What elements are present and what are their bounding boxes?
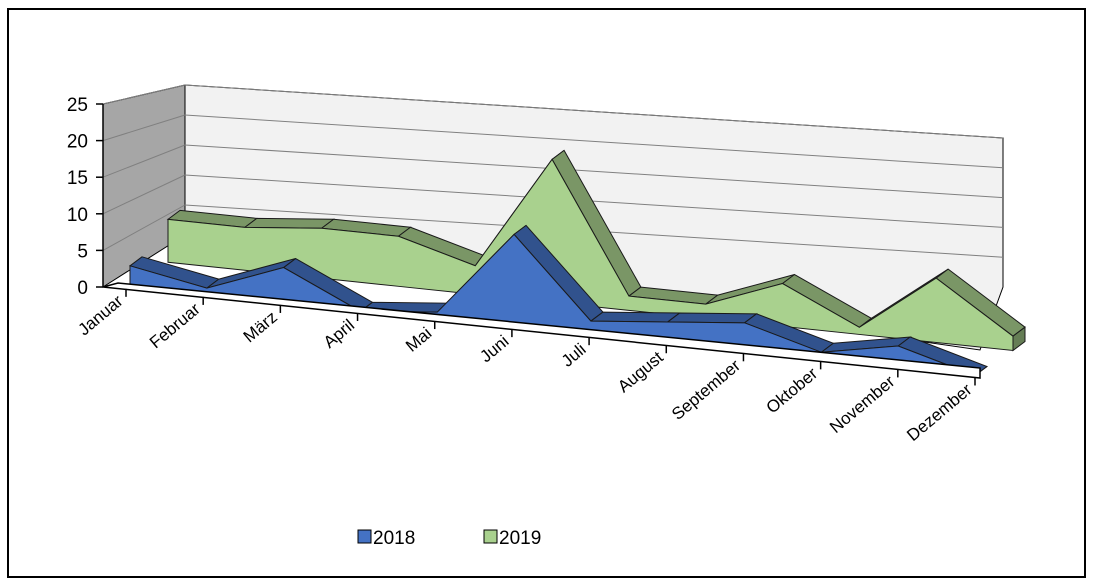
series-2019-ribbon-segment: [243, 217, 336, 229]
y-tick-label: 10: [67, 205, 88, 226]
gridline: [184, 144, 1004, 199]
gridline: [184, 84, 1004, 139]
legend-label-2019: 2019: [499, 528, 541, 549]
gridline: [184, 174, 1004, 228]
x-tick-label: Dezember: [903, 380, 976, 445]
series-2018-ribbon-segment: [666, 312, 759, 324]
x-tick-label: Oktober: [763, 364, 822, 418]
y-tick-label: 0: [77, 278, 88, 299]
x-tick-label: August: [614, 348, 667, 397]
floor-edge: [102, 282, 981, 379]
x-tick-label: April: [320, 316, 358, 352]
axes: [102, 104, 981, 379]
x-tick-label: Juni: [476, 332, 512, 367]
y-tick-label: 15: [67, 168, 88, 189]
series-2018-ribbon-segment: [589, 311, 682, 323]
series-2018: [128, 224, 989, 377]
x-tick-label: März: [240, 307, 281, 346]
legend: 2018 2019: [357, 528, 541, 549]
legend-swatch-2018: [357, 529, 372, 544]
gridline-side: [102, 174, 186, 215]
gridline-side: [102, 204, 186, 251]
y-tick-label: 20: [67, 132, 88, 153]
legend-label-2018: 2018: [373, 528, 415, 549]
series-2019: [166, 149, 1026, 352]
gridline: [184, 114, 1004, 169]
x-tick-label: November: [826, 372, 899, 437]
y-tick-label: 25: [67, 95, 88, 116]
series-2019-end-cap: [1012, 326, 1026, 352]
gridline-side: [102, 144, 186, 178]
y-axis-ticks: 0 5 10 15 20 25: [67, 95, 103, 299]
y-tick-label: 5: [77, 241, 88, 262]
legend-swatch-2019: [483, 529, 498, 544]
gridline-side: [102, 114, 186, 142]
x-tick-label: Juli: [558, 340, 590, 371]
gridline-side: [102, 84, 186, 105]
x-tick-label: Mai: [402, 324, 435, 356]
x-tick-label: Februar: [146, 299, 204, 352]
x-tick-label: September: [668, 356, 744, 424]
